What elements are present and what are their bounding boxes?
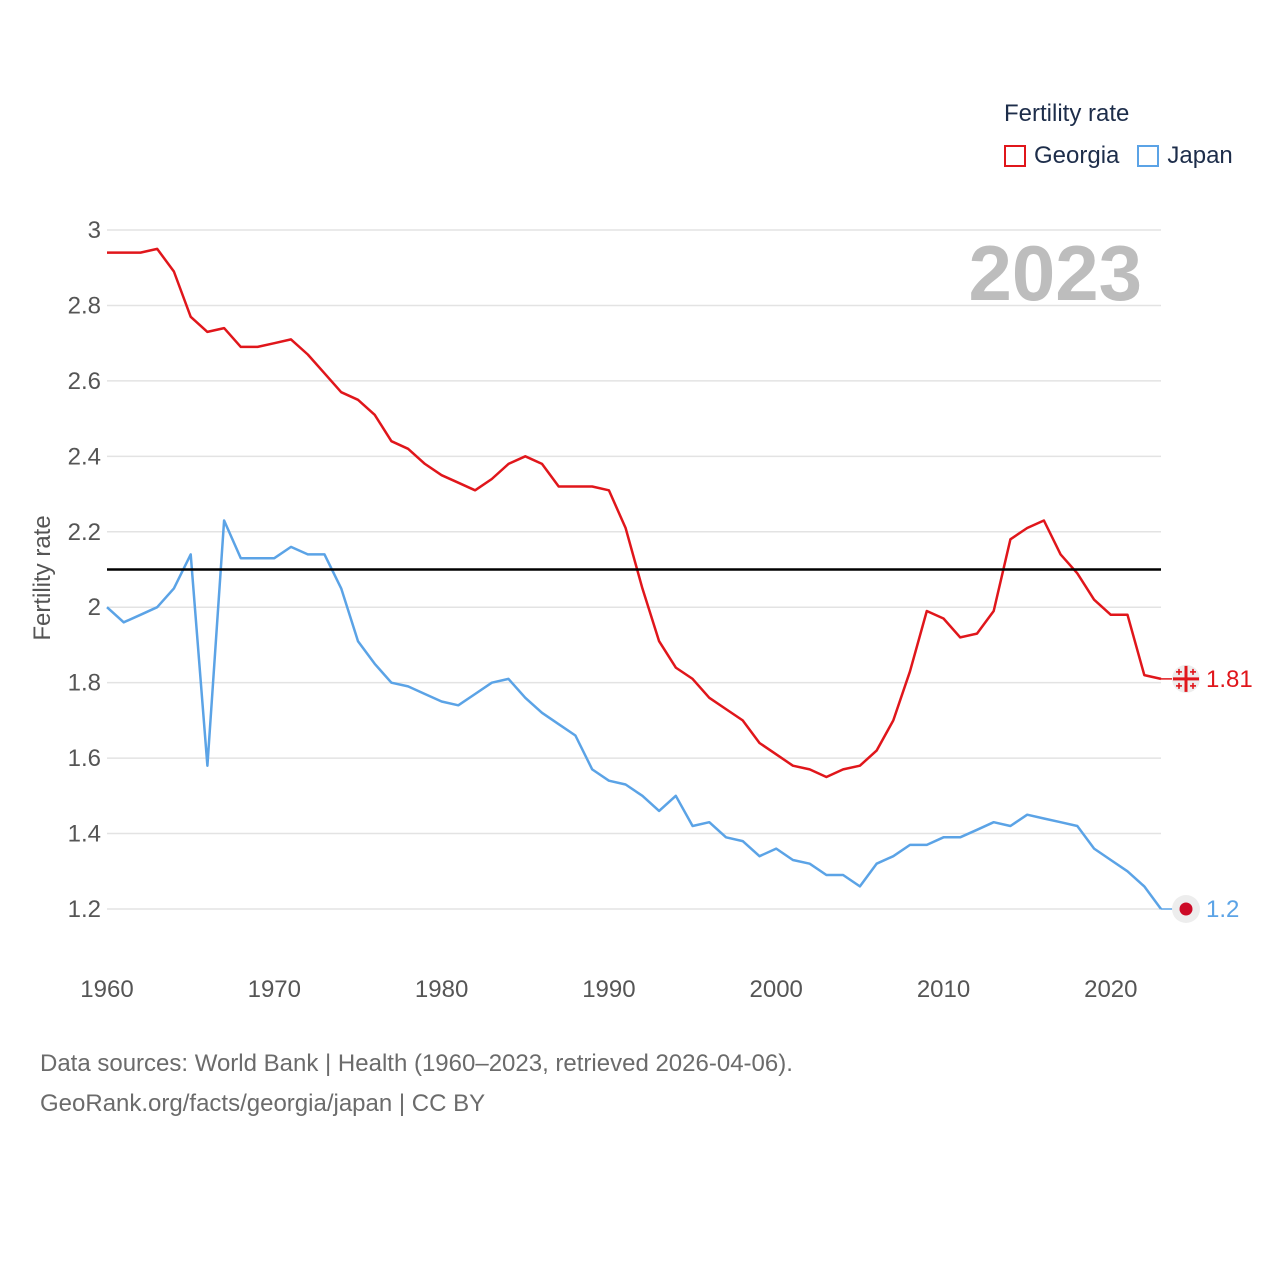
legend: Georgia Japan	[1004, 142, 1251, 170]
end-markers: 1.81 1.2	[1161, 664, 1253, 923]
x-tick-label: 2020	[1084, 976, 1137, 1003]
x-tick-label: 1990	[582, 976, 635, 1003]
flag-sun	[1179, 902, 1193, 916]
legend-item-japan[interactable]: Japan	[1137, 142, 1233, 170]
source-note: Data sources: World Bank | Health (1960–…	[40, 1044, 793, 1124]
x-tick-label: 1980	[415, 976, 468, 1003]
x-tick-label: 1970	[248, 976, 301, 1003]
y-tick-label: 2.4	[68, 443, 101, 470]
series-line-japan[interactable]	[106, 519, 1163, 910]
year-stamp: 2023	[968, 229, 1142, 317]
legend-label-japan: Japan	[1167, 142, 1233, 169]
georgia-flag-icon	[1172, 664, 1200, 693]
series-line-georgia[interactable]	[107, 247, 1162, 779]
y-tick-label: 1.2	[68, 896, 101, 923]
end-value-label-japan: 1.2	[1206, 896, 1239, 923]
x-axis-ticks: 1960 1970 1980 1990 2000 2010 2020	[80, 976, 1137, 1003]
flag-small-cross	[1178, 682, 1180, 689]
x-tick-label: 2000	[750, 976, 803, 1003]
legend-swatch-georgia	[1004, 145, 1026, 167]
y-tick-label: 3	[88, 217, 101, 244]
legend-item-georgia[interactable]: Georgia	[1004, 142, 1119, 170]
y-axis-ticks: 1.2 1.4 1.6 1.8 2 2.2 2.4 2.6 2.8 3	[68, 217, 101, 923]
y-tick-label: 2	[88, 594, 101, 621]
legend-label-georgia: Georgia	[1034, 142, 1120, 169]
source-line-2[interactable]: GeoRank.org/facts/georgia/japan | CC BY	[40, 1090, 486, 1117]
y-tick-label: 1.6	[68, 745, 101, 772]
source-line-1: Data sources: World Bank | Health (1960–…	[40, 1050, 793, 1077]
flag-small-cross	[1192, 682, 1194, 689]
flag-small-cross	[1178, 668, 1180, 675]
y-axis-label: Fertility rate	[29, 515, 56, 640]
y-tick-label: 2.2	[68, 519, 101, 546]
series-lines	[106, 247, 1163, 910]
end-value-label-georgia: 1.81	[1206, 666, 1253, 693]
x-tick-label: 1960	[80, 976, 133, 1003]
gridlines	[107, 229, 1161, 910]
y-tick-label: 2.8	[68, 292, 101, 319]
y-tick-label: 1.4	[68, 821, 101, 848]
x-tick-label: 2010	[917, 976, 970, 1003]
y-tick-label: 2.6	[68, 368, 101, 395]
flag-cross-v	[1184, 665, 1188, 692]
japan-flag-icon	[1172, 895, 1200, 923]
legend-swatch-japan	[1137, 145, 1160, 167]
flag-small-cross	[1192, 668, 1194, 675]
legend-title: Fertility rate	[1004, 100, 1130, 127]
y-tick-label: 1.8	[68, 670, 101, 697]
